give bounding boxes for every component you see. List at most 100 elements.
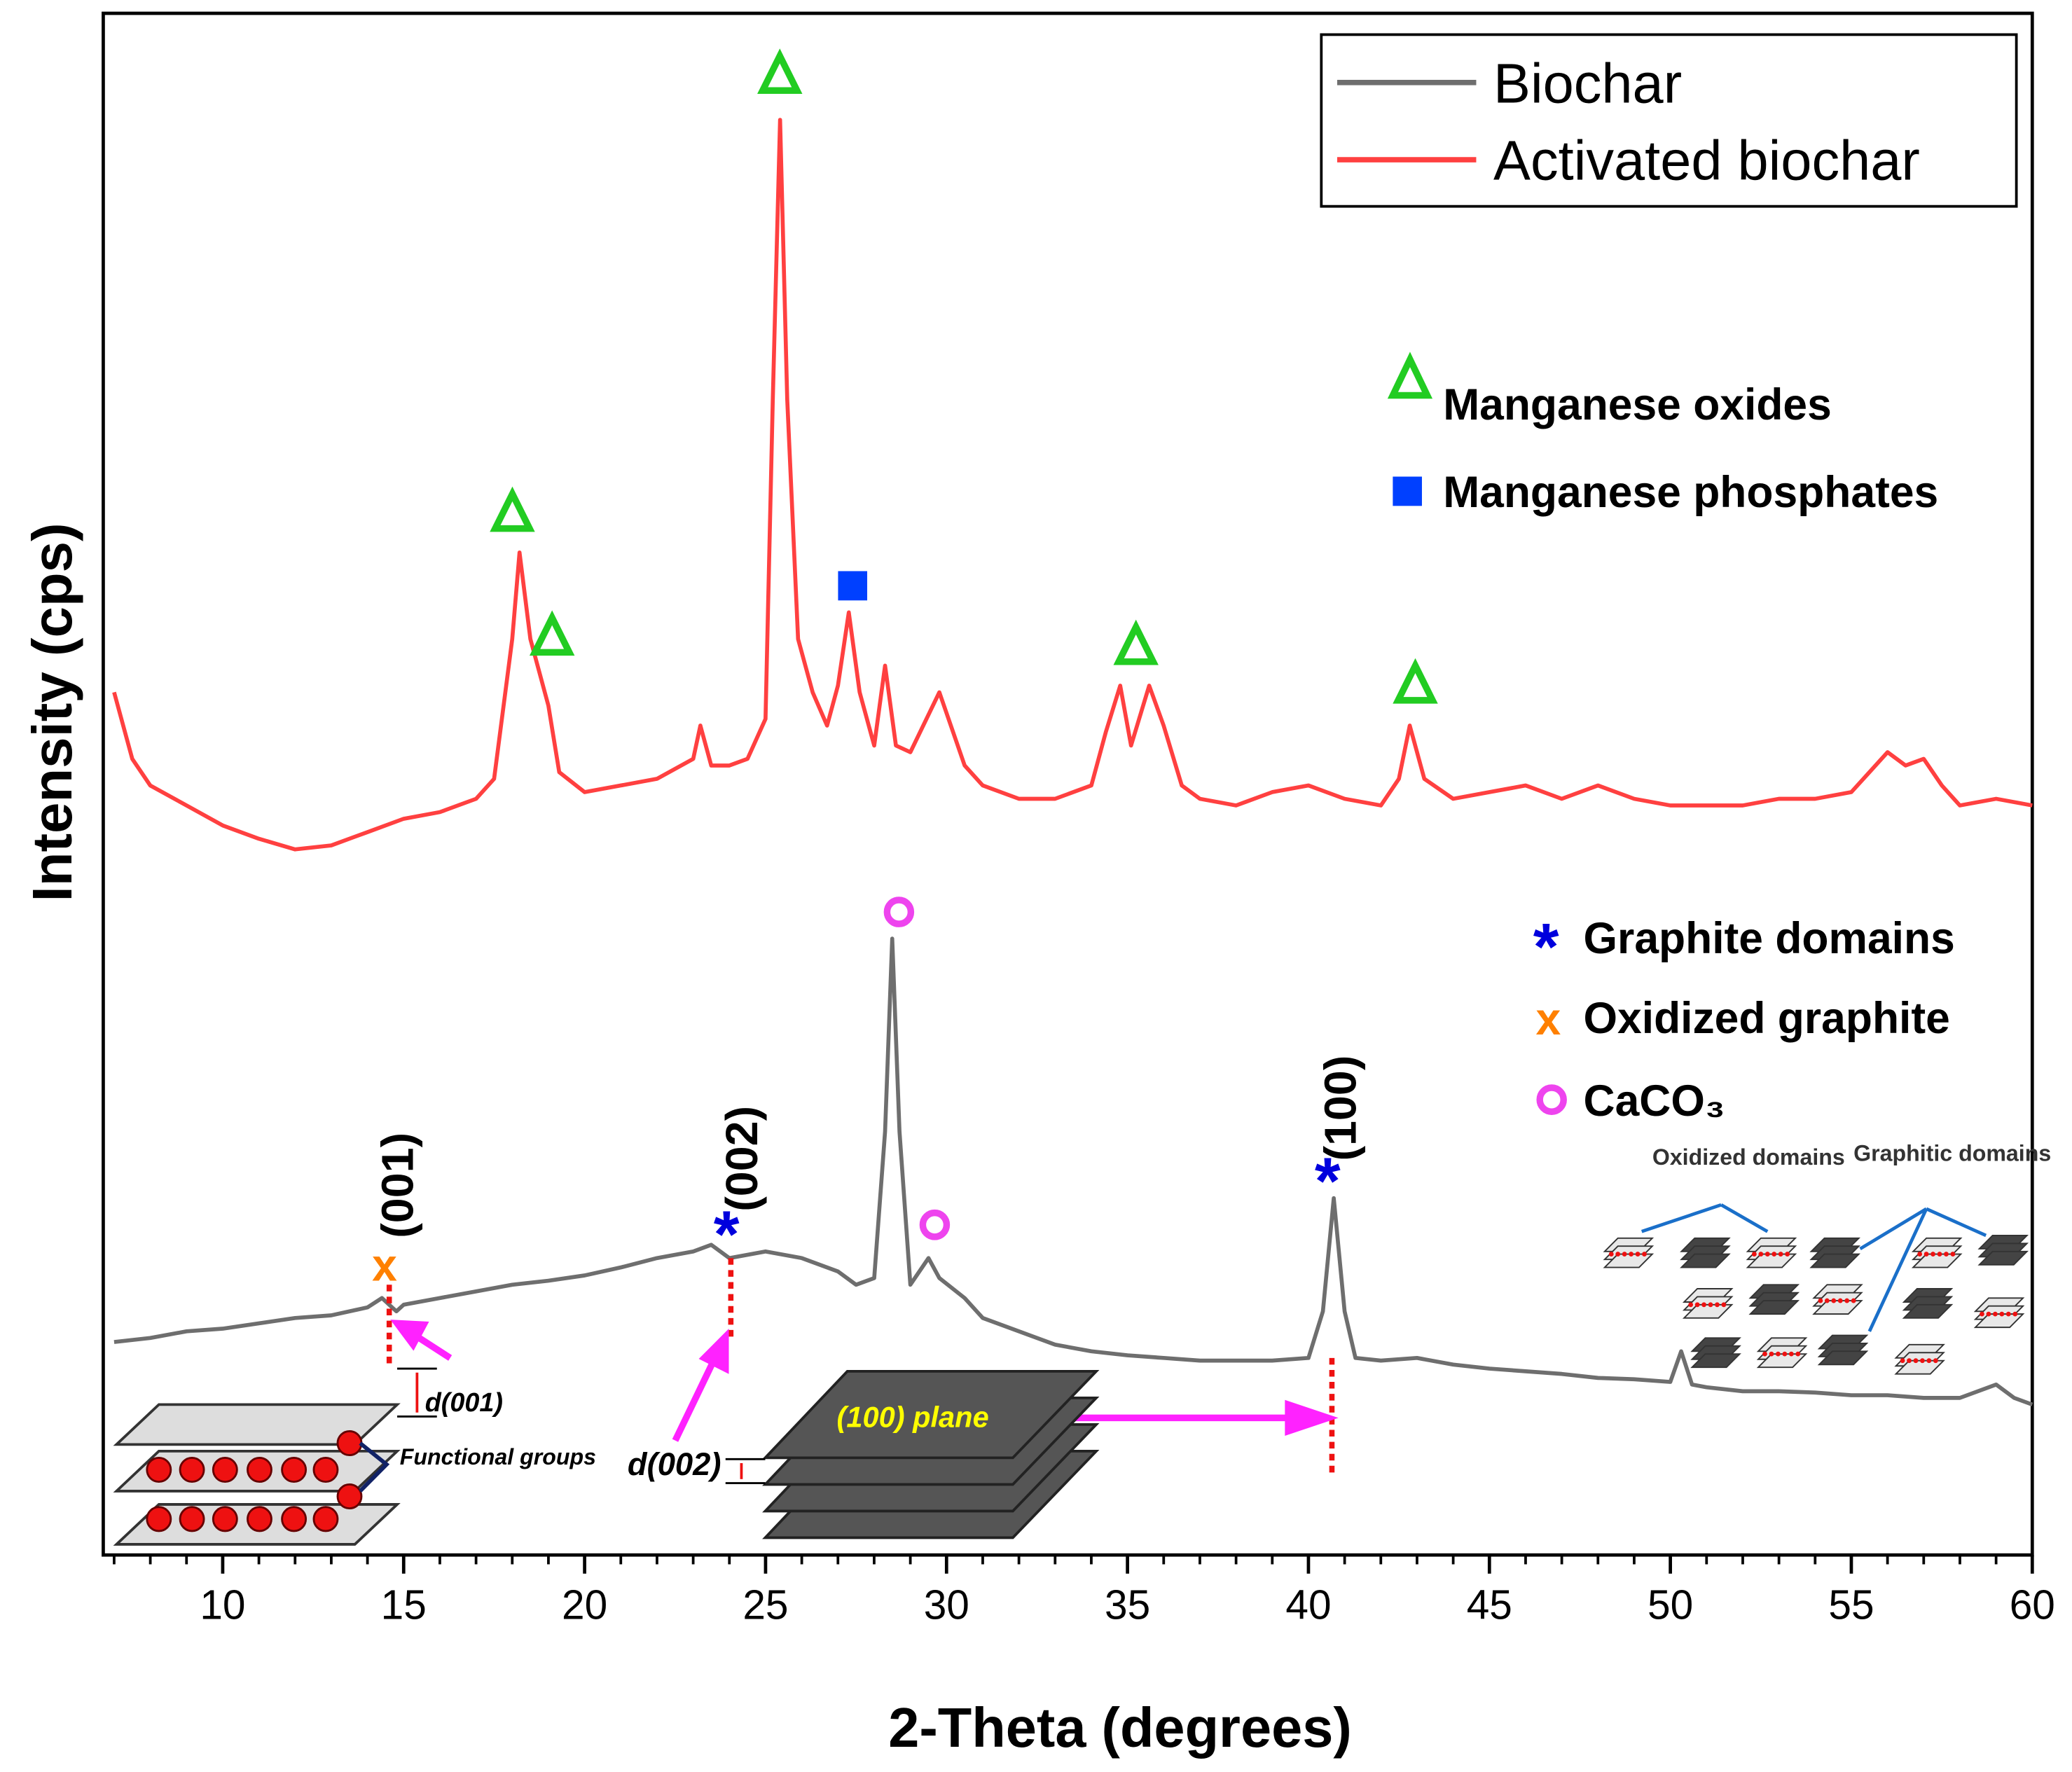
domain-dot [1980, 1311, 1984, 1317]
domain-dot [1615, 1252, 1621, 1257]
domain-layer [1809, 1253, 1860, 1268]
inset-domain-arrows [1641, 1203, 1987, 1332]
domain-dot [1701, 1302, 1706, 1308]
domain-dot [1844, 1298, 1850, 1303]
domain-dot [1986, 1311, 1991, 1317]
domain-dot [1926, 1358, 1932, 1364]
domain-dot [1937, 1252, 1942, 1257]
domain-dot [1688, 1302, 1694, 1308]
x-tick-label: 55 [1828, 1582, 1874, 1628]
inset-label: Oxidized domains [1652, 1144, 1845, 1170]
domain-layer [1748, 1300, 1800, 1315]
inset-graphite-stack [725, 1369, 1100, 1539]
x-tick-label: 15 [381, 1582, 427, 1628]
domain-dot [1762, 1351, 1767, 1357]
inset-label: Graphitic domains [1853, 1140, 2051, 1165]
legend-box [1320, 33, 2018, 208]
domain-layer [1812, 1300, 1863, 1315]
circle-marker [883, 897, 915, 927]
domain-layer [1894, 1359, 1945, 1375]
domain-dot [1635, 1252, 1641, 1257]
inset-label: (100) plane [837, 1401, 989, 1434]
domain-dot [1950, 1252, 1956, 1257]
lines [112, 118, 2033, 1407]
domain-dot [1795, 1351, 1801, 1357]
domain-dot [1944, 1252, 1949, 1257]
x-tick-label: 35 [1105, 1582, 1150, 1628]
domain-dot [1771, 1252, 1777, 1257]
domain-layer [1603, 1253, 1655, 1268]
domain-dot [1751, 1252, 1757, 1257]
domain-dot [1764, 1252, 1770, 1257]
series-line [112, 118, 2033, 852]
domain-dot [1907, 1358, 1912, 1364]
x-tick-label: 30 [924, 1582, 969, 1628]
domain-layer [1911, 1253, 1963, 1268]
domain-dot [1715, 1302, 1720, 1308]
marker-legend: Manganese oxides Manganese phosphates * … [1387, 352, 1955, 1126]
circle-marker [919, 1209, 951, 1240]
triangle-marker [757, 48, 803, 95]
domain-layer [1977, 1250, 2029, 1266]
arrowhead [1285, 1399, 1339, 1436]
series-line [113, 936, 2033, 1407]
x-tick-label: 20 [562, 1582, 607, 1628]
domain-dot [1778, 1252, 1783, 1257]
triangle-marker [1393, 658, 1438, 704]
triangle-marker [529, 610, 575, 656]
domain-layer [1902, 1303, 1954, 1319]
domain-dot [1917, 1252, 1923, 1257]
domain-layer [1680, 1253, 1731, 1268]
arrowhead [698, 1328, 729, 1374]
domain-dot [1769, 1351, 1774, 1357]
x-marker: x [372, 1240, 397, 1290]
arrow [672, 1356, 718, 1442]
legend-label: Activated biochar [1493, 129, 1920, 191]
domain-dot [1933, 1358, 1938, 1364]
domain-dot [1992, 1311, 1998, 1317]
square-marker [838, 571, 868, 601]
peak-markers: * * x [372, 48, 1438, 1291]
domain-layer [1973, 1313, 2025, 1329]
domain-dot [1708, 1302, 1713, 1308]
x-tick-label: 45 [1467, 1582, 1512, 1628]
domain-dot [1824, 1298, 1830, 1303]
domain-dot [1629, 1252, 1634, 1257]
inset-label: d(001) [425, 1388, 503, 1418]
star-marker: * [1315, 1144, 1341, 1218]
square-icon [1393, 476, 1422, 506]
domain-dot [1608, 1252, 1614, 1257]
domain-dot [2012, 1311, 2018, 1317]
domain-dot [1831, 1298, 1837, 1303]
peak-label: (100) [1315, 1055, 1366, 1161]
peak-label: (001) [373, 1133, 423, 1238]
marker-legend-label: Oxidized graphite [1584, 994, 1950, 1043]
domain-dot [1851, 1298, 1856, 1303]
triangle-marker [490, 486, 535, 532]
x-axis-label: 2-Theta (degrees) [888, 1696, 1352, 1759]
domain-layer [1746, 1253, 1797, 1268]
legend-label: Biochar [1493, 52, 1682, 114]
x-tick-label: 60 [2010, 1582, 2055, 1628]
inset-oxidized-layers [113, 1367, 437, 1546]
arrowhead [390, 1320, 429, 1351]
marker-legend-label: CaCO₃ [1584, 1077, 1725, 1126]
domain-dot [1694, 1302, 1700, 1308]
domain-dot [1642, 1252, 1647, 1257]
domain-dot [1913, 1358, 1919, 1364]
marker-legend-label: Manganese oxides [1443, 380, 1832, 429]
peak-label: (002) [717, 1106, 767, 1212]
domain-dot [1788, 1351, 1794, 1357]
domain-layer [1690, 1353, 1741, 1369]
triangle-marker [1113, 619, 1159, 665]
domain-dot [1923, 1252, 1929, 1257]
plot-frame [102, 11, 2034, 1557]
domain-dot [1782, 1351, 1788, 1357]
domain-dot [1931, 1252, 1935, 1257]
y-axis-label: Intensity (cps) [21, 522, 83, 901]
domain-dot [1775, 1351, 1781, 1357]
star-marker: * [714, 1197, 740, 1271]
circle-icon [1536, 1084, 1567, 1115]
triangle-icon [1387, 352, 1433, 399]
x-tick-label: 10 [200, 1582, 245, 1628]
